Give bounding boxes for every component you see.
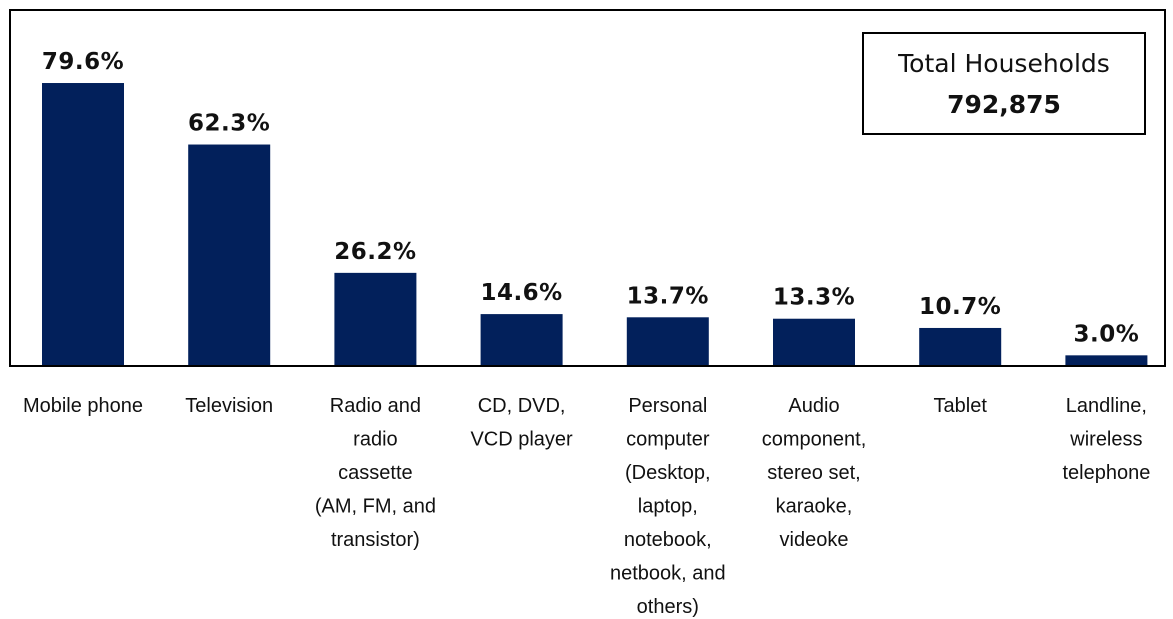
x-tick-label: Landline, wireless telephone <box>1062 395 1150 484</box>
total-box <box>862 32 1146 135</box>
value-label: 10.7% <box>919 294 1001 320</box>
value-label: 3.0% <box>1074 321 1140 347</box>
bar <box>626 317 709 366</box>
bar <box>188 144 271 366</box>
bar <box>42 83 124 366</box>
x-tick-label: Personal computer (Desktop, laptop, notebook… <box>610 395 726 618</box>
value-label: 13.3% <box>773 285 855 311</box>
x-tick-label: Mobile phone <box>23 395 143 417</box>
x-tick-label: Audio component, stereo set, karaoke, videok… <box>762 395 867 551</box>
x-tick-label: Radio and radio cassette (AM, FM, and transi… <box>315 395 436 551</box>
value-label: 62.3% <box>188 111 270 137</box>
value-label: 14.6% <box>480 280 562 306</box>
bar <box>919 327 1002 366</box>
value-label: 79.6% <box>42 49 124 75</box>
bar <box>773 318 855 366</box>
value-label: 26.2% <box>334 239 416 265</box>
x-tick-label: CD, DVD, VCD player <box>470 395 573 451</box>
x-tick-label: Television <box>185 395 273 417</box>
total-value: 792,875 <box>947 90 1061 119</box>
bar <box>480 314 563 366</box>
bar <box>334 272 417 366</box>
x-tick-label: Tablet <box>934 395 988 417</box>
value-label: 13.7% <box>627 283 709 309</box>
bar <box>1065 355 1148 366</box>
total-label: Total Households <box>897 49 1110 78</box>
